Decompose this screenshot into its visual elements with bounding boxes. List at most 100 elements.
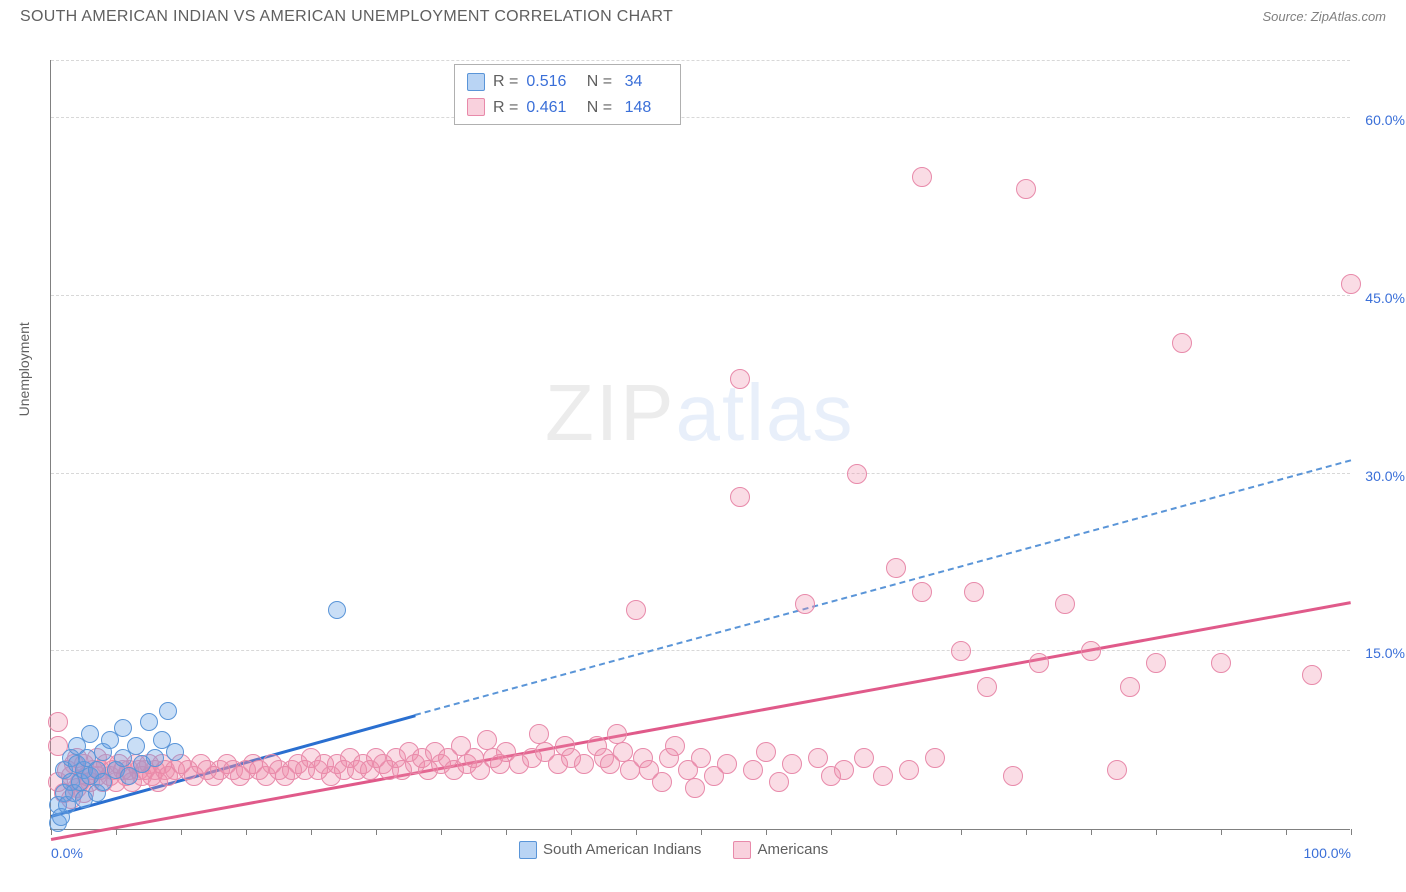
x-tick (246, 829, 247, 835)
data-point (1172, 333, 1192, 353)
data-point (769, 772, 789, 792)
stat-label: R = (493, 95, 518, 121)
chart-header: SOUTH AMERICAN INDIAN VS AMERICAN UNEMPL… (0, 0, 1406, 26)
y-tick-label: 45.0% (1365, 290, 1405, 306)
stat-label: N = (582, 95, 612, 121)
stat-n-value: 148 (620, 95, 668, 121)
x-tick (181, 829, 182, 835)
legend-swatch (467, 98, 485, 116)
data-point (114, 719, 132, 737)
data-point (717, 754, 737, 774)
x-tick-label: 100.0% (1304, 845, 1351, 861)
legend-item: Americans (733, 841, 828, 859)
data-point (756, 742, 776, 762)
stats-legend: R = 0.516 N = 34 R = 0.461 N = 148 (454, 64, 681, 125)
data-point (1016, 179, 1036, 199)
legend-swatch (733, 841, 751, 859)
legend-label: South American Indians (543, 841, 701, 858)
data-point (1081, 641, 1101, 661)
data-point (886, 558, 906, 578)
stat-label: R = (493, 69, 518, 95)
watermark: ZIPatlas (545, 367, 854, 459)
x-tick-label: 0.0% (51, 845, 83, 861)
data-point (166, 743, 184, 761)
data-point (665, 736, 685, 756)
data-point (1107, 760, 1127, 780)
data-point (834, 760, 854, 780)
data-point (1120, 677, 1140, 697)
legend-swatch (467, 73, 485, 91)
x-tick (571, 829, 572, 835)
x-tick (116, 829, 117, 835)
stat-r-value: 0.461 (526, 95, 574, 121)
data-point (951, 641, 971, 661)
y-tick-label: 60.0% (1365, 112, 1405, 128)
data-point (691, 748, 711, 768)
data-point (1055, 594, 1075, 614)
x-tick (1091, 829, 1092, 835)
data-point (854, 748, 874, 768)
data-point (1302, 665, 1322, 685)
data-point (159, 702, 177, 720)
source-label: Source: ZipAtlas.com (1262, 9, 1386, 24)
gridline (51, 473, 1350, 474)
x-tick (1156, 829, 1157, 835)
x-tick (636, 829, 637, 835)
x-tick (831, 829, 832, 835)
data-point (1341, 274, 1361, 294)
x-tick (766, 829, 767, 835)
data-point (977, 677, 997, 697)
data-point (81, 725, 99, 743)
data-point (1003, 766, 1023, 786)
x-tick (896, 829, 897, 835)
x-tick (311, 829, 312, 835)
x-tick (1221, 829, 1222, 835)
data-point (899, 760, 919, 780)
data-point (1146, 653, 1166, 673)
data-point (574, 754, 594, 774)
x-tick (376, 829, 377, 835)
data-point (925, 748, 945, 768)
data-point (730, 487, 750, 507)
data-point (48, 712, 68, 732)
stat-n-value: 34 (620, 69, 668, 95)
trend-line (415, 460, 1352, 717)
data-point (1211, 653, 1231, 673)
data-point (873, 766, 893, 786)
data-point (685, 778, 705, 798)
data-point (847, 464, 867, 484)
stat-r-value: 0.516 (526, 69, 574, 95)
data-point (1029, 653, 1049, 673)
x-tick (441, 829, 442, 835)
x-tick (1351, 829, 1352, 835)
data-point (808, 748, 828, 768)
x-tick (1286, 829, 1287, 835)
data-point (328, 601, 346, 619)
chart-plot-area: ZIPatlas 15.0%30.0%45.0%60.0%0.0%100.0%R… (50, 60, 1350, 830)
stat-label: N = (582, 69, 612, 95)
gridline (51, 117, 1350, 118)
data-point (626, 600, 646, 620)
data-point (964, 582, 984, 602)
gridline (51, 295, 1350, 296)
data-point (730, 369, 750, 389)
legend-swatch (519, 841, 537, 859)
chart-title: SOUTH AMERICAN INDIAN VS AMERICAN UNEMPL… (20, 8, 673, 26)
stats-row: R = 0.461 N = 148 (467, 95, 668, 121)
data-point (146, 749, 164, 767)
data-point (127, 737, 145, 755)
data-point (912, 582, 932, 602)
y-axis-title: Unemployment (16, 322, 32, 416)
data-point (912, 167, 932, 187)
gridline (51, 650, 1350, 651)
y-tick-label: 30.0% (1365, 468, 1405, 484)
bottom-legend: South American Indians Americans (519, 841, 828, 859)
x-tick (1026, 829, 1027, 835)
data-point (782, 754, 802, 774)
x-tick (701, 829, 702, 835)
data-point (652, 772, 672, 792)
stats-row: R = 0.516 N = 34 (467, 69, 668, 95)
legend-label: Americans (757, 841, 828, 858)
data-point (795, 594, 815, 614)
x-tick (506, 829, 507, 835)
